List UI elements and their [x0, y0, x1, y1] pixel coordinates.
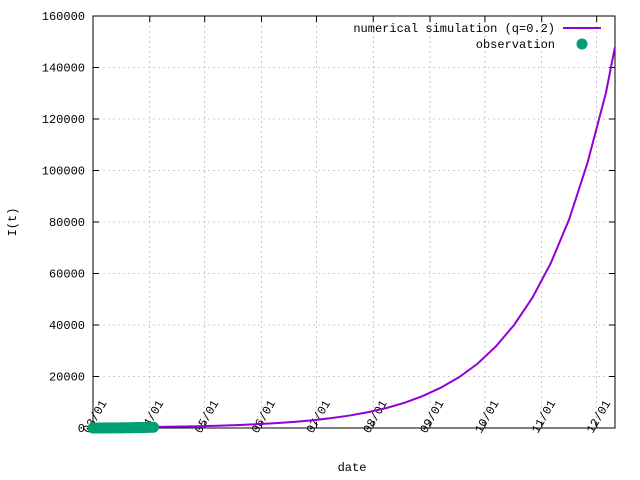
y-tick-label: 20000	[49, 371, 85, 385]
y-tick-label: 100000	[42, 165, 85, 179]
plot-border	[92, 15, 616, 429]
y-tick-label: 80000	[49, 216, 85, 230]
observation-point	[147, 421, 159, 433]
y-tick-label: 0	[78, 422, 85, 436]
x-tick-label: 06/01	[249, 398, 279, 436]
y-tick-label: 120000	[42, 113, 85, 127]
y-tick-label: 40000	[49, 319, 85, 333]
y-tick-label: 60000	[49, 268, 85, 282]
x-tick-label: 07/01	[304, 398, 334, 436]
x-tick-label: 08/01	[361, 398, 391, 436]
x-tick-label: 09/01	[417, 398, 447, 436]
x-tick-label: 05/01	[192, 398, 222, 436]
y-axis-label: I(t)	[6, 208, 20, 237]
y-tick-label: 160000	[42, 10, 85, 24]
x-axis-label: date	[338, 461, 367, 475]
legend-label: observation	[476, 38, 555, 52]
y-tick-label: 140000	[42, 62, 85, 76]
x-tick-label: 12/01	[584, 398, 614, 436]
legend-swatch	[576, 38, 588, 50]
x-tick-label: 10/01	[472, 398, 502, 436]
legend-label: numerical simulation (q=0.2)	[353, 22, 555, 36]
x-tick-label: 11/01	[529, 398, 559, 436]
simulation-line	[93, 46, 615, 428]
